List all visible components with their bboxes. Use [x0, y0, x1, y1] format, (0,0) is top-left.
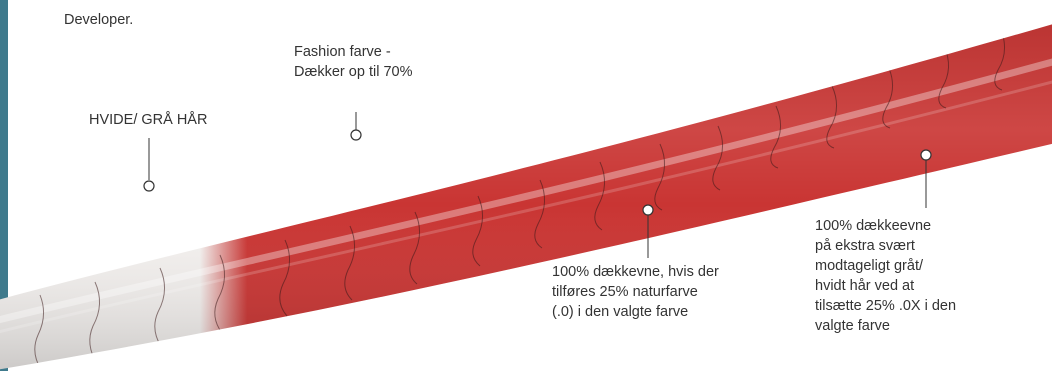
label-line: 100% dækkeevne [815, 218, 932, 234]
label-line: (.0) i den valgte farve [552, 304, 689, 320]
pointer-white-grey-hair [143, 138, 155, 192]
pointer-coverage-extra [920, 149, 932, 208]
label-line: 100% dækkevne, hvis der [552, 264, 719, 280]
label-coverage-natural: 100% dækkevne, hvis der tilføres 25% nat… [552, 262, 719, 322]
label-coverage-extra: 100% dækkeevne på ekstra svært modtageli… [815, 216, 956, 336]
label-line: modtageligt gråt/ [815, 258, 924, 274]
label-line: tilsætte 25% .0X i den [815, 298, 957, 314]
intro-text: Developer. [64, 12, 134, 28]
label-white-grey-hair: HVIDE/ GRÅ HÅR [89, 112, 208, 128]
label-line: valgte farve [815, 318, 890, 334]
cuticle-lines [34, 27, 1005, 371]
label-line: Dækker op til 70% [294, 64, 413, 80]
pointer-fashion-color [350, 112, 362, 141]
label-line: tilføres 25% naturfarve [552, 284, 698, 300]
left-edge-bar [0, 0, 8, 371]
label-line: Fashion farve - [294, 44, 391, 60]
label-line: på ekstra svært [815, 238, 915, 254]
label-fashion-color: Fashion farve - Dækker op til 70% [294, 42, 412, 82]
pointer-coverage-natural [642, 204, 654, 258]
label-line: hvidt hår ved at [815, 278, 915, 294]
